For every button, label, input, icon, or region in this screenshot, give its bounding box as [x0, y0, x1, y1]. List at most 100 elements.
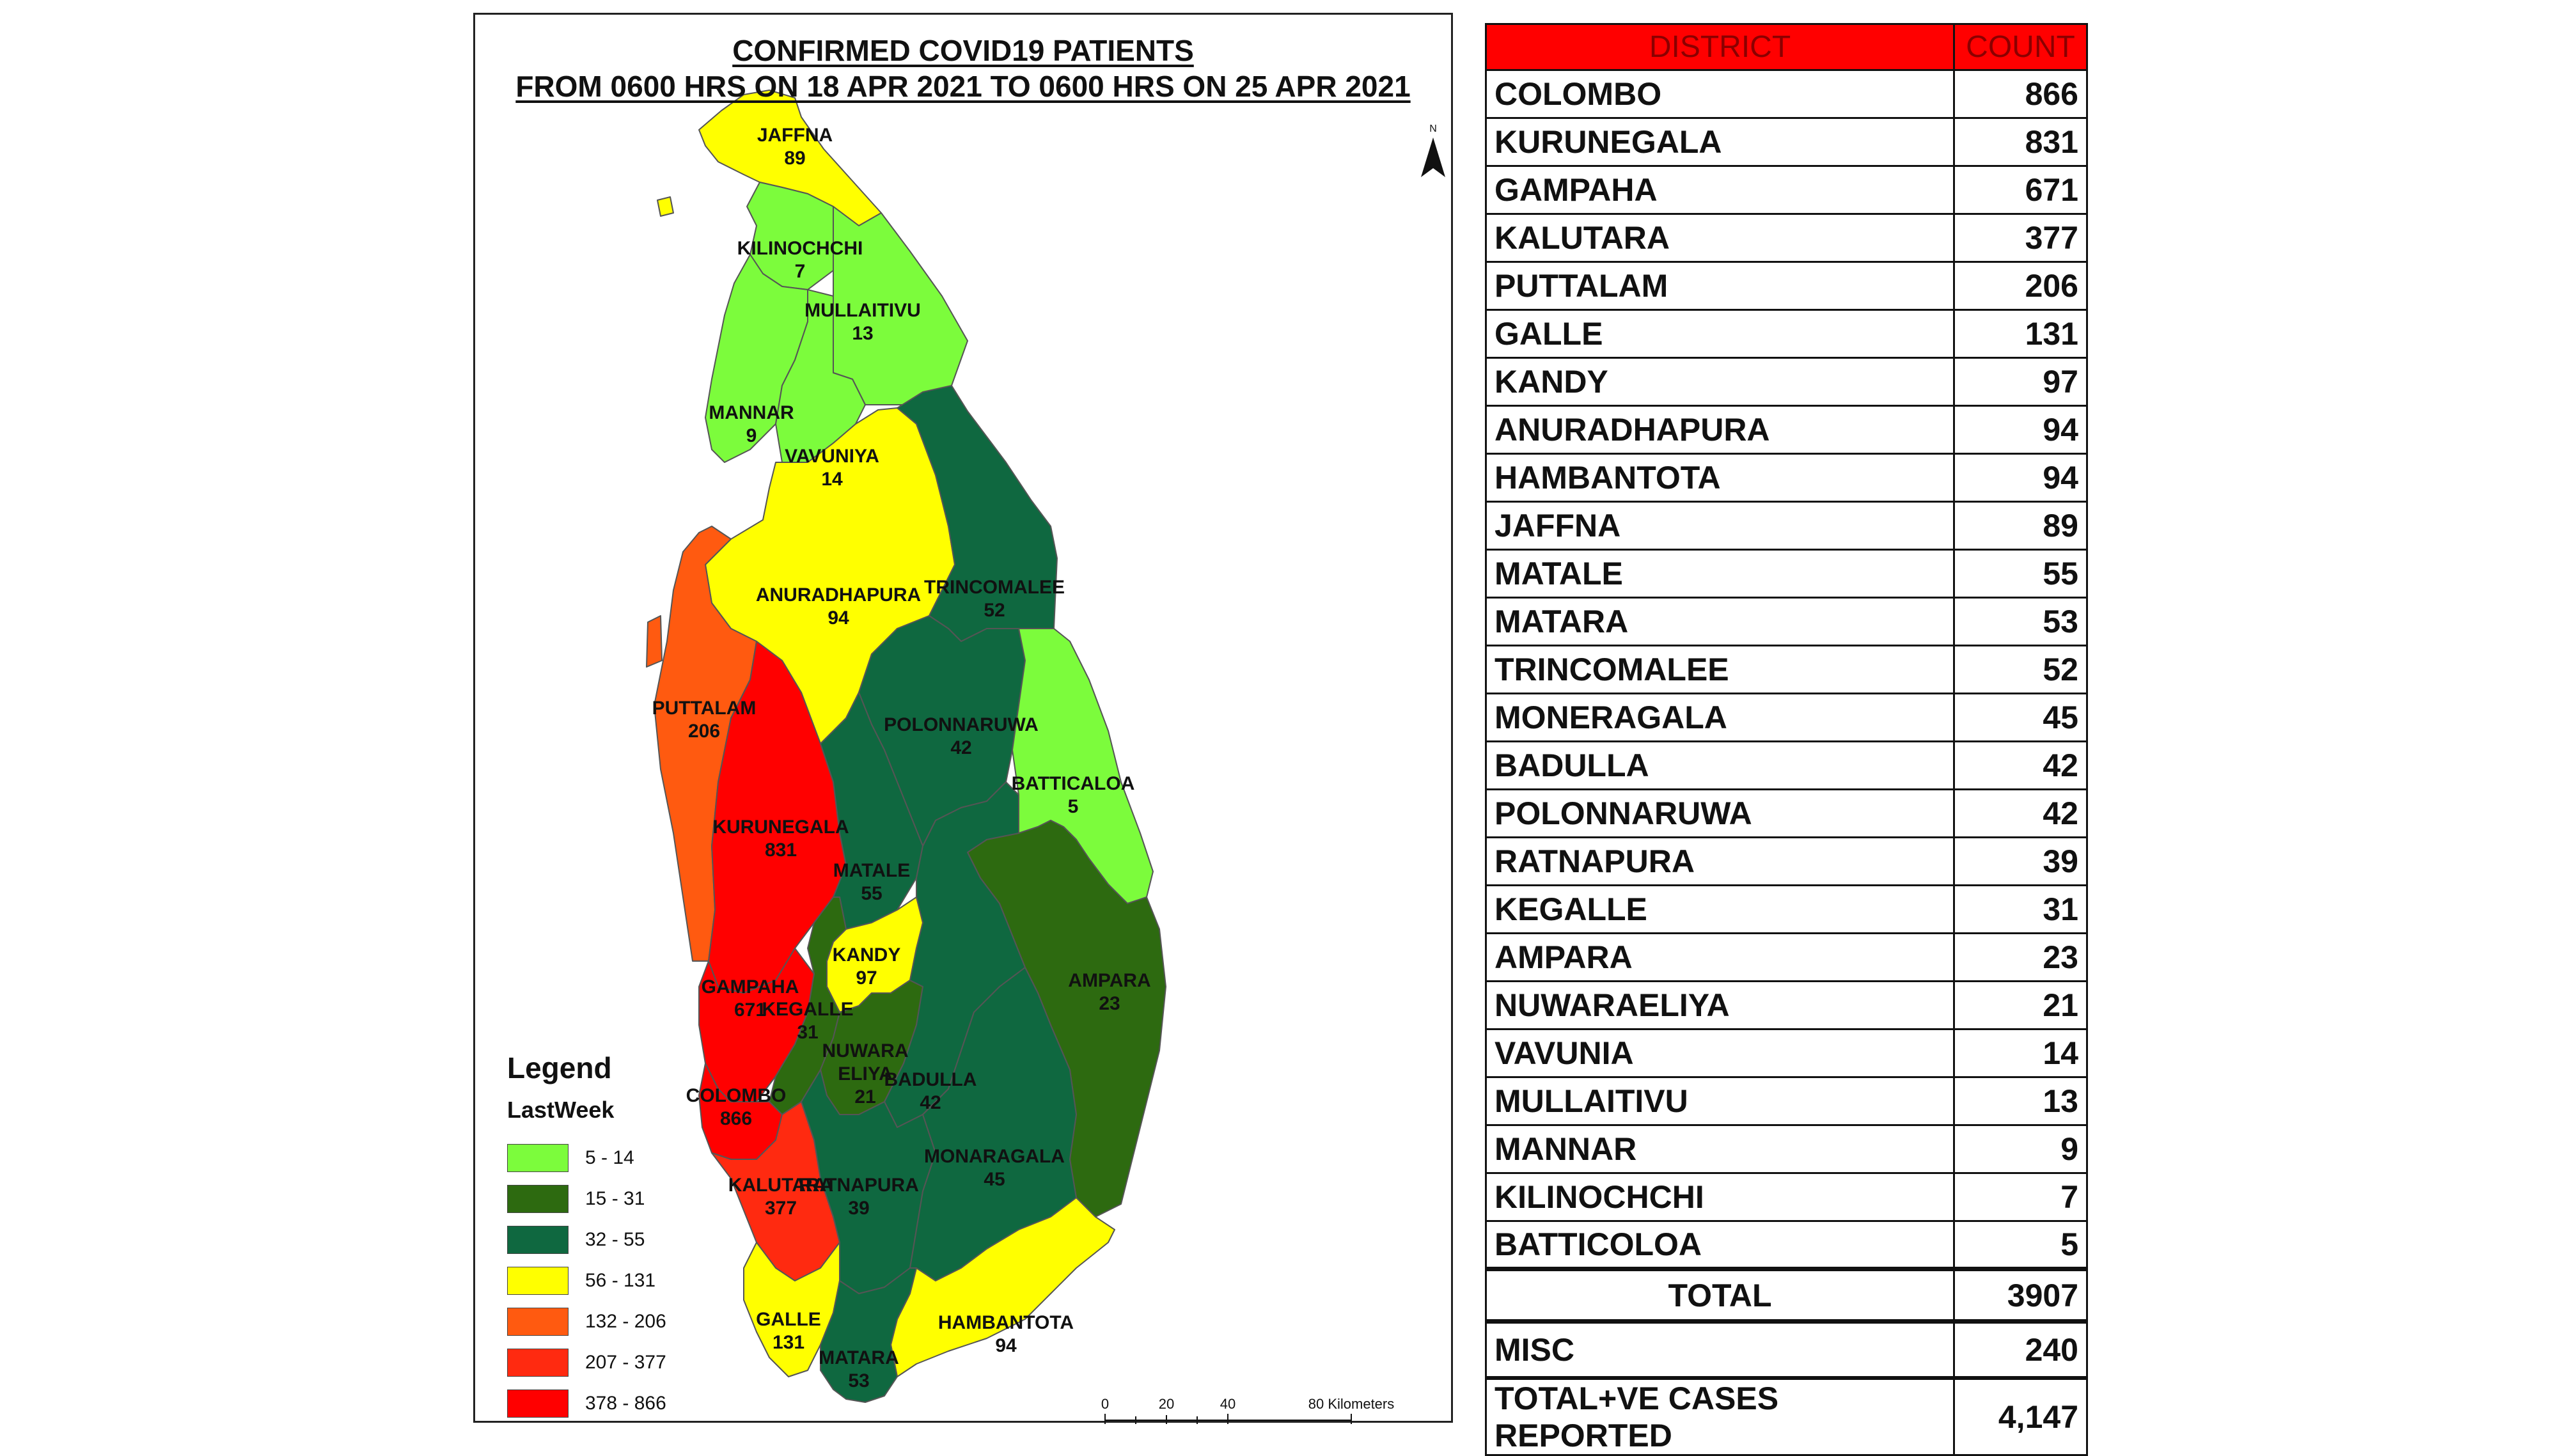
district-name-jaffna: JAFFNA [757, 125, 833, 146]
legend-item: 5 - 14 [507, 1138, 737, 1178]
district-value-kalutara: 377 [765, 1198, 797, 1219]
district-label-jaffna: JAFFNA 89 [757, 125, 833, 169]
count-column-header: COUNT [1953, 23, 2088, 71]
legend-swatch [507, 1349, 569, 1377]
district-value-batticaloa: 5 [1068, 796, 1079, 817]
district-cell: MATALE [1485, 549, 1955, 599]
map-title: CONFIRMED COVID19 PATIENTS FROM 0600 HRS… [475, 33, 1451, 104]
district-name-galle: GALLE [756, 1309, 821, 1330]
count-cell: 866 [1953, 69, 2088, 119]
table-row: KEGALLE 31 [1485, 884, 2088, 934]
district-name-nuwaraeliya: ELIYA [838, 1063, 893, 1084]
district-cell: JAFFNA [1485, 501, 1955, 551]
district-name-matara: MATARA [819, 1347, 899, 1368]
district-count-table-panel: DISTRICT COUNT COLOMBO 866 KURUNEGALA 831 GA… [1485, 23, 2088, 1456]
scale-tick-20: 20 [1159, 1396, 1174, 1412]
district-value-hambantota: 94 [995, 1335, 1017, 1356]
district-name-gampaha: GAMPAHA [702, 976, 799, 998]
district-value-colombo: 866 [720, 1108, 752, 1129]
legend-swatch [507, 1226, 569, 1254]
table-row: AMPARA 23 [1485, 932, 2088, 982]
district-label-gampaha: GAMPAHA 671 [702, 976, 799, 1021]
district-value-kurunegala: 831 [765, 840, 797, 861]
district-value-gampaha: 671 [734, 999, 766, 1021]
count-cell: 21 [1953, 980, 2088, 1030]
district-cell: TRINCOMALEE [1485, 645, 1955, 694]
district-value-kegalle: 31 [797, 1022, 818, 1043]
district-value-kilinochchi: 7 [795, 261, 806, 282]
district-name-kilinochchi: KILINOCHCHI [737, 238, 863, 259]
district-value-anuradhapura: 94 [828, 607, 849, 629]
district-label-colombo: COLOMBO 866 [686, 1085, 787, 1129]
legend-item: 207 - 377 [507, 1342, 737, 1383]
count-cell: 131 [1953, 309, 2088, 359]
district-name-monaragala: MONARAGALA [924, 1146, 1065, 1167]
table-row: JAFFNA 89 [1485, 501, 2088, 551]
district-label-batticaloa: BATTICALOA 5 [1012, 773, 1135, 817]
table-row: TRINCOMALEE 52 [1485, 645, 2088, 694]
count-cell: 94 [1953, 453, 2088, 503]
district-label-kegalle: KEGALLE 31 [762, 999, 853, 1043]
count-cell: 42 [1953, 740, 2088, 790]
count-cell: 7 [1953, 1172, 2088, 1222]
district-label-kandy: KANDY 97 [833, 944, 901, 989]
district-name-badulla: BADULLA [884, 1069, 977, 1090]
count-cell: 5 [1953, 1220, 2088, 1270]
legend: Legend LastWeek 5 - 14 15 - 31 32 - 55 56 -… [507, 1051, 737, 1424]
district-value-galle: 131 [773, 1332, 804, 1353]
district-label-kurunegala: KURUNEGALA 831 [712, 817, 849, 861]
district-matara [820, 1267, 917, 1403]
district-value-polonnaruwa: 42 [950, 737, 971, 758]
legend-range-label: 132 - 206 [585, 1311, 666, 1332]
map-title-line1: CONFIRMED COVID19 PATIENTS [732, 34, 1194, 67]
count-cell: 377 [1953, 213, 2088, 263]
count-cell: 671 [1953, 165, 2088, 215]
district-cell: MANNAR [1485, 1124, 1955, 1174]
scale-tick-40: 40 [1220, 1396, 1236, 1412]
district-cell: COLOMBO [1485, 69, 1955, 119]
district-name-mullaitivu: MULLAITIVU [804, 300, 921, 321]
map-title-line2: FROM 0600 HRS ON 18 APR 2021 TO 0600 HRS… [515, 70, 1411, 103]
district-label-badulla: BADULLA 42 [884, 1069, 977, 1113]
count-cell: 52 [1953, 645, 2088, 694]
grand-total-row: TOTAL+VE CASES REPORTED 4,147 [1485, 1375, 2088, 1456]
table-header-row: DISTRICT COUNT [1485, 23, 2088, 71]
legend-range-label: 32 - 55 [585, 1229, 645, 1250]
table-row: MULLAITIVU 13 [1485, 1076, 2088, 1126]
table-row: KILINOCHCHI 7 [1485, 1172, 2088, 1222]
district-label-kilinochchi: KILINOCHCHI 7 [737, 238, 863, 282]
legend-range-label: 207 - 377 [585, 1352, 666, 1373]
count-cell: 13 [1953, 1076, 2088, 1126]
scale-bar: 0 20 40 80 Kilometers [1101, 1396, 1395, 1424]
count-cell: 94 [1953, 405, 2088, 455]
district-value-monaragala: 45 [984, 1169, 1005, 1190]
legend-swatch [507, 1308, 569, 1336]
count-cell: 9 [1953, 1124, 2088, 1174]
district-value-jaffna: 89 [784, 148, 805, 169]
misc-count: 240 [1953, 1319, 2088, 1379]
table-row: PUTTALAM 206 [1485, 261, 2088, 311]
count-cell: 831 [1953, 117, 2088, 167]
district-name-batticaloa: BATTICALOA [1012, 773, 1135, 794]
north-arrow: N [1414, 123, 1452, 183]
table-row: HAMBANTOTA 94 [1485, 453, 2088, 503]
district-name-kurunegala: KURUNEGALA [712, 817, 849, 838]
grand-total-count: 4,147 [1953, 1375, 2088, 1456]
total-count: 3907 [1953, 1267, 2088, 1322]
table-row: POLONNARUWA 42 [1485, 788, 2088, 838]
table-row: BADULLA 42 [1485, 740, 2088, 790]
scale-end-label: 80 Kilometers [1308, 1396, 1395, 1412]
count-cell: 39 [1953, 836, 2088, 886]
count-cell: 45 [1953, 693, 2088, 742]
total-row: TOTAL 3907 [1485, 1267, 2088, 1322]
district-name-kandy: KANDY [833, 944, 901, 966]
district-value-ratnapura: 39 [848, 1198, 869, 1219]
district-cell: VAVUNIA [1485, 1028, 1955, 1078]
table-row: GALLE 131 [1485, 309, 2088, 359]
district-matale [820, 692, 923, 930]
district-label-matara: MATARA 53 [819, 1347, 899, 1391]
district-label-trincomalee: TRINCOMALEE 52 [924, 577, 1065, 621]
district-name-ampara: AMPARA [1068, 970, 1150, 991]
district-cell: BADULLA [1485, 740, 1955, 790]
district-cell: NUWARAELIYA [1485, 980, 1955, 1030]
